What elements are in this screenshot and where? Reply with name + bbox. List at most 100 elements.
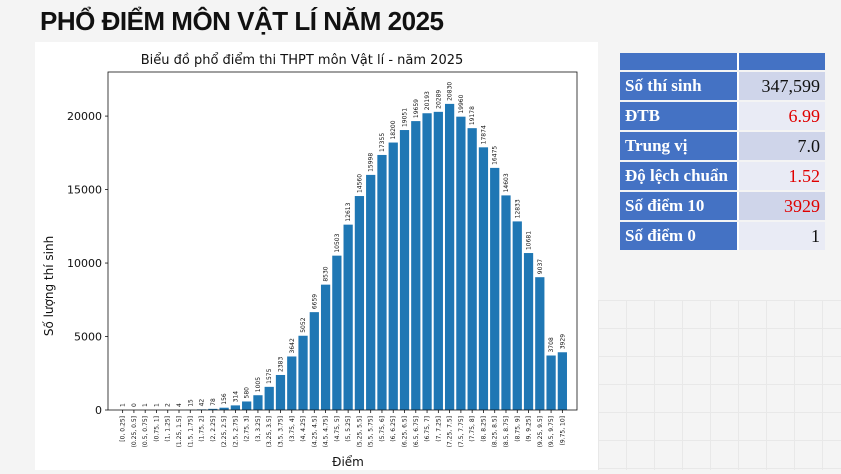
x-tick-label: (6, 6.25]	[390, 416, 397, 442]
bar-data-label: 20289	[435, 90, 442, 109]
bar-data-label: 42	[199, 399, 206, 407]
x-tick-label: (3.25, 3.5]	[266, 416, 273, 447]
y-tick-label: 10000	[67, 257, 102, 270]
bar-data-label: 15998	[368, 153, 375, 172]
x-tick-label: (8, 8.25]	[480, 416, 487, 442]
bar-data-label: 19051	[402, 108, 409, 127]
x-tick-label: (4.5, 4.75]	[323, 416, 330, 447]
stat-label: Số điểm 10	[620, 192, 739, 220]
bar	[490, 168, 499, 410]
bar-data-label: 0	[131, 403, 138, 407]
bar	[321, 285, 330, 410]
bar-data-label: 19960	[458, 94, 465, 113]
x-tick-label: (2, 2.25]	[210, 416, 217, 442]
bar	[253, 395, 262, 410]
x-tick-label: (9.5, 9.75]	[548, 416, 555, 447]
y-tick-label: 20000	[67, 110, 102, 123]
x-tick-label: (0.75, 1]	[153, 416, 160, 442]
bar-data-label: 19178	[469, 106, 476, 125]
x-tick-label: (1, 1.25]	[165, 416, 172, 442]
bar-data-label: 3642	[289, 338, 296, 353]
x-tick-label: (3, 3.25]	[255, 416, 262, 442]
bar	[445, 104, 454, 410]
y-axis-label: Số lượng thí sinh	[42, 236, 56, 336]
x-tick-label: (6.25, 6.5]	[402, 416, 409, 447]
x-tick-label: (8.75, 9]	[514, 416, 521, 442]
x-tick-label: (3.5, 3.75]	[277, 416, 284, 447]
x-tick-label: (7.75, 8]	[469, 416, 476, 442]
bar-data-label: 1	[153, 403, 160, 407]
bar-data-label: 1	[120, 403, 127, 407]
bar	[298, 336, 307, 410]
stat-label: Trung vị	[620, 132, 739, 160]
bar-data-label: 1575	[266, 368, 273, 383]
x-tick-label: (1.25, 1.5]	[176, 416, 183, 447]
bar-data-label: 12613	[345, 202, 352, 221]
x-tick-label: (9.25, 9.5]	[537, 416, 544, 447]
bar-data-label: 2383	[277, 357, 284, 372]
x-tick-label: (6.5, 6.75]	[413, 416, 420, 447]
x-tick-label: (5, 5.25]	[345, 416, 352, 442]
bar-data-label: 6659	[311, 294, 318, 309]
x-tick-label: (0.5, 0.75]	[142, 416, 149, 447]
x-tick-label: [0, 0.25]	[120, 416, 127, 442]
x-tick-label: (2.75, 3]	[244, 416, 251, 442]
stat-value: 7.0	[739, 132, 825, 160]
chart-panel: Biểu đồ phổ điểm thi THPT môn Vật lí - n…	[35, 42, 598, 470]
x-tick-label: (4.25, 4.5]	[311, 416, 318, 447]
header-cell	[739, 53, 825, 70]
bar	[276, 375, 285, 410]
bar-data-label: 4	[176, 403, 183, 407]
histogram-chart: Biểu đồ phổ điểm thi THPT môn Vật lí - n…	[35, 42, 598, 470]
bar	[456, 117, 465, 410]
page-title: PHỔ ĐIỂM MÔN VẬT LÍ NĂM 2025	[40, 6, 444, 37]
x-tick-label: (5.5, 5.75]	[368, 416, 375, 447]
x-tick-label: (7.25, 7.5]	[447, 416, 454, 447]
bar-data-label: 9037	[537, 259, 544, 274]
bar-data-label: 8530	[323, 266, 330, 281]
bar-data-label: 14560	[356, 174, 363, 193]
x-tick-label: (8.5, 8.75]	[503, 416, 510, 447]
x-tick-label: (8.25, 8.5]	[492, 416, 499, 447]
y-tick-label: 15000	[67, 184, 102, 197]
bar	[265, 387, 274, 410]
bar-data-label: 314	[232, 391, 239, 403]
stat-label: Số điểm 0	[620, 222, 739, 250]
x-tick-label: (5.75, 6]	[379, 416, 386, 442]
bar-data-label: 17874	[480, 125, 487, 144]
stat-value: 3929	[739, 192, 825, 220]
x-tick-label: (4, 4.25]	[300, 416, 307, 442]
x-tick-label: (1.5, 1.75]	[187, 416, 194, 447]
x-tick-label: (9.75, 10]	[559, 416, 566, 446]
bar	[513, 221, 522, 410]
bar-data-label: 18200	[390, 120, 397, 139]
bar	[501, 195, 510, 410]
bar	[524, 253, 533, 410]
stat-label: Số thí sinh	[620, 72, 739, 100]
x-tick-label: (3.75, 4]	[289, 416, 296, 442]
chart-title: Biểu đồ phổ điểm thi THPT môn Vật lí - n…	[141, 53, 464, 68]
stat-value: 6.99	[739, 102, 825, 130]
y-tick-label: 0	[95, 404, 102, 417]
bar	[400, 130, 409, 410]
x-tick-label: (2.5, 2.75]	[232, 416, 239, 447]
bar	[535, 277, 544, 410]
bar-data-label: 156	[221, 393, 228, 405]
bar-data-label: 20830	[447, 82, 454, 101]
bar-data-label: 5052	[300, 317, 307, 332]
bar	[377, 155, 386, 410]
x-tick-label: (7.5, 7.75]	[458, 416, 465, 447]
bar-data-label: 20193	[424, 91, 431, 110]
y-tick-label: 5000	[74, 331, 102, 344]
bar-data-label: 14603	[503, 173, 510, 192]
bar	[310, 312, 319, 410]
bar	[287, 356, 296, 410]
bar-data-label: 15	[187, 399, 194, 407]
bar-data-label: 1	[142, 403, 149, 407]
